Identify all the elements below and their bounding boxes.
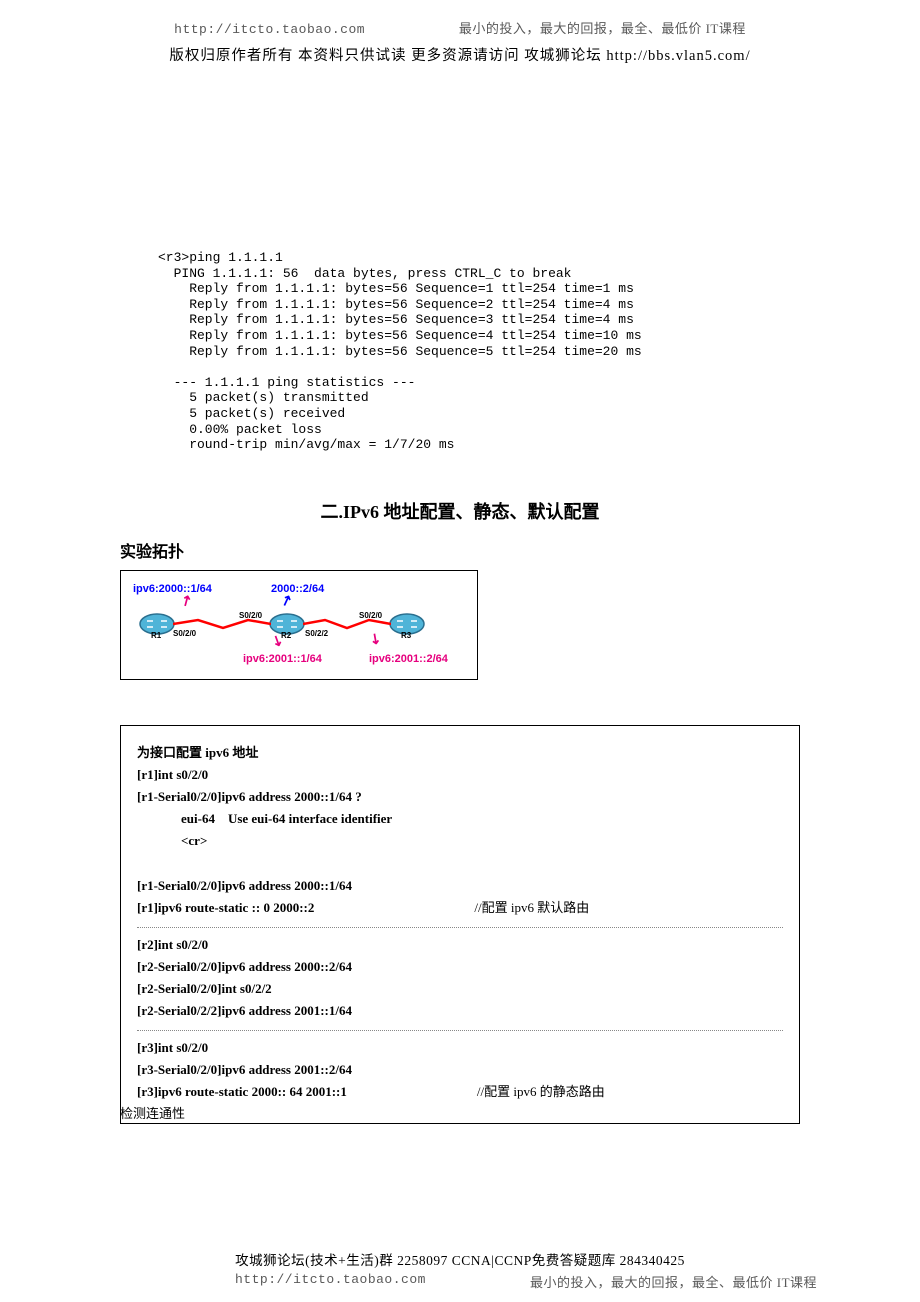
page-header-copyright: 版权归原作者所有 本资料只供试读 更多资源请访问 攻城狮论坛 http://bb… [0, 44, 920, 65]
config-line: [r1]ipv6 route-static :: 0 2000::2 //配置 i… [137, 897, 783, 919]
config-line: <cr> [137, 830, 783, 852]
config-line: eui-64 Use eui-64 interface identifier [137, 808, 783, 830]
footer-url: http://itcto.taobao.com [235, 1272, 426, 1287]
config-line: 为接口配置 ipv6 地址 [137, 742, 783, 764]
label-r3: R3 [401, 631, 411, 640]
config-line: [r3]ipv6 route-static 2000:: 64 2001::1 /… [137, 1081, 783, 1103]
config-section-r2: [r2]int s0/2/0 [r2-Serial0/2/0]ipv6 addr… [137, 928, 783, 1031]
label-s020-1: S0/2/0 [173, 629, 196, 638]
config-line: [r2-Serial0/2/2]ipv6 address 2001::1/64 [137, 1000, 783, 1022]
config-line: [r1]int s0/2/0 [137, 764, 783, 786]
config-line: [r2-Serial0/2/0]ipv6 address 2000::2/64 [137, 956, 783, 978]
label-s022: S0/2/2 [305, 629, 328, 638]
config-section-r1: 为接口配置 ipv6 地址 [r1]int s0/2/0 [r1-Serial0… [137, 736, 783, 928]
label-r3-ipv6: ipv6:2001::2/64 [369, 653, 448, 665]
label-s020-3: S0/2/0 [359, 611, 382, 620]
config-section-r3: [r3]int s0/2/0 [r3-Serial0/2/0]ipv6 addr… [137, 1031, 783, 1111]
check-connectivity: 检测连通性 [120, 1103, 185, 1122]
config-box: 为接口配置 ipv6 地址 [r1]int s0/2/0 [r1-Serial0… [120, 725, 800, 1124]
label-r1-ipv6: ipv6:2000::1/64 [133, 583, 212, 595]
page-header-line1: http://itcto.taobao.com 最小的投入，最大的回报，最全、最… [0, 18, 920, 37]
label-r2-top: 2000::2/64 [271, 583, 324, 595]
cmd: [r3]ipv6 route-static 2000:: 64 2001::1 [137, 1084, 347, 1099]
config-line: [r1-Serial0/2/0]ipv6 address 2000::1/64 … [137, 786, 783, 808]
label-s020-2: S0/2/0 [239, 611, 262, 620]
comment: //配置 ipv6 默认路由 [474, 900, 589, 915]
header-slogan: 最小的投入，最大的回报，最全、最低价 IT课程 [459, 18, 746, 37]
section-title: 二.IPv6 地址配置、静态、默认配置 [0, 498, 920, 524]
config-line: [r3]int s0/2/0 [137, 1037, 783, 1059]
topology-diagram: ipv6:2000::1/64 2000::2/64 ↗ ↗ R1 R2 R3 … [120, 570, 478, 680]
topology-heading: 实验拓扑 [120, 538, 184, 562]
config-line: [r3-Serial0/2/0]ipv6 address 2001::2/64 [137, 1059, 783, 1081]
cmd: [r1]ipv6 route-static :: 0 2000::2 [137, 900, 314, 915]
header-url: http://itcto.taobao.com [174, 22, 365, 37]
footer-slogan: 最小的投入，最大的回报，最全、最低价 IT课程 [530, 1272, 817, 1291]
config-line: [r2]int s0/2/0 [137, 934, 783, 956]
label-r1: R1 [151, 631, 161, 640]
config-line [137, 852, 783, 874]
config-line: [r1-Serial0/2/0]ipv6 address 2000::1/64 [137, 875, 783, 897]
comment: //配置 ipv6 的静态路由 [477, 1084, 605, 1099]
footer-line1: 攻城狮论坛(技术+生活)群 2258097 CCNA|CCNP免费答疑题库 28… [0, 1249, 920, 1269]
config-line: [r2-Serial0/2/0]int s0/2/2 [137, 978, 783, 1000]
label-r2-bottom: ipv6:2001::1/64 [243, 653, 322, 665]
ping-output: <r3>ping 1.1.1.1 PING 1.1.1.1: 56 data b… [158, 250, 642, 453]
